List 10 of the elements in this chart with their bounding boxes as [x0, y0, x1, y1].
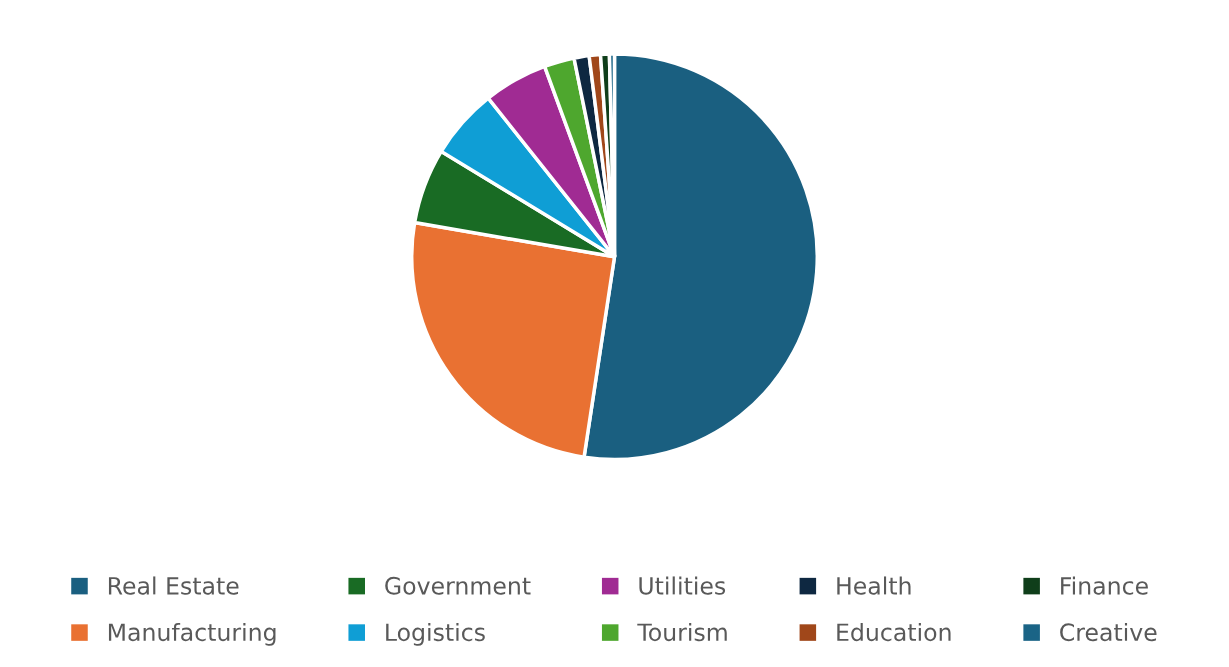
legend-label: Manufacturing: [108, 622, 276, 646]
legend-label: Education: [837, 622, 951, 642]
legend-label: Utilities: [639, 576, 726, 595]
legend-label: Health: [837, 576, 911, 595]
legend-label: Logistics: [386, 622, 485, 646]
legend-label: Government: [385, 576, 531, 595]
legend-label: Tourism: [637, 622, 727, 642]
legend-label: Finance: [1061, 576, 1148, 595]
legend-label: Creative: [1060, 622, 1157, 642]
legend-label: Real Estate: [108, 576, 239, 595]
